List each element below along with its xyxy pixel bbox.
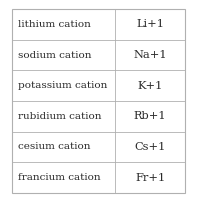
Text: K+1: K+1 (137, 81, 163, 91)
Text: Li+1: Li+1 (136, 19, 164, 29)
Text: Fr+1: Fr+1 (135, 173, 165, 183)
Text: rubidium cation: rubidium cation (18, 112, 101, 121)
Text: Na+1: Na+1 (133, 50, 167, 60)
Text: francium cation: francium cation (18, 173, 100, 182)
Text: cesium cation: cesium cation (18, 142, 90, 152)
Text: lithium cation: lithium cation (18, 20, 91, 29)
Text: potassium cation: potassium cation (18, 81, 107, 90)
Text: sodium cation: sodium cation (18, 50, 91, 60)
Text: Rb+1: Rb+1 (134, 111, 166, 121)
Text: Cs+1: Cs+1 (134, 142, 166, 152)
Bar (12, 9, 185, 193)
